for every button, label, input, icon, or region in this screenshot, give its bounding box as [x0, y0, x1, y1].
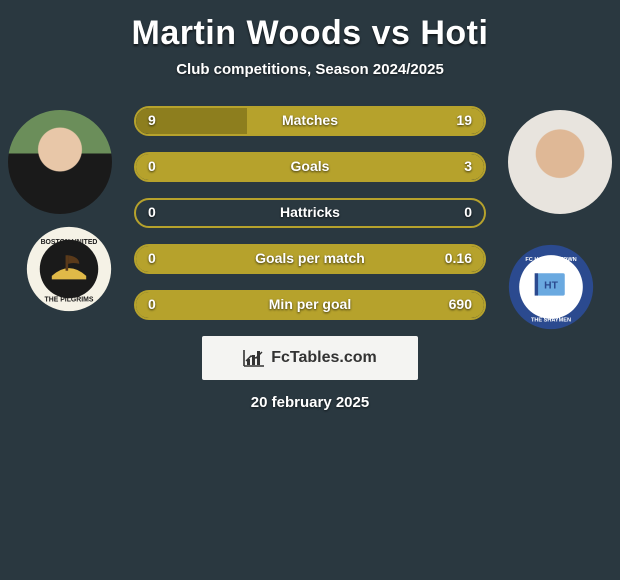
stat-label: Goals — [134, 152, 486, 180]
player-right-avatar — [508, 110, 612, 214]
watermark-text: FcTables.com — [271, 349, 377, 367]
svg-text:THE PILGRIMS: THE PILGRIMS — [45, 297, 94, 304]
stat-value-right: 0.16 — [445, 244, 472, 272]
content-area: BOSTON UNITED THE PILGRIMS HT FC HALIFAX… — [0, 106, 620, 411]
stat-row: Goals per match0 0.16 — [134, 244, 486, 274]
stat-row: Min per goal0 690 — [134, 290, 486, 320]
club-right-badge: HT FC HALIFAX TOWN THE SHAYMEN — [508, 244, 594, 330]
page-title: Martin Woods vs Hoti — [0, 10, 620, 61]
stat-row: Goals0 3 — [134, 152, 486, 182]
svg-text:HT: HT — [544, 281, 558, 292]
stat-label: Min per goal — [134, 290, 486, 318]
chart-icon — [243, 349, 265, 367]
stat-label: Goals per match — [134, 244, 486, 272]
comparison-card: Martin Woods vs Hoti Club competitions, … — [0, 0, 620, 421]
stat-value-left: 0 — [148, 290, 156, 318]
svg-text:THE SHAYMEN: THE SHAYMEN — [531, 317, 571, 323]
stat-row: Matches9 19 — [134, 106, 486, 136]
stat-value-right: 3 — [464, 152, 472, 180]
club-left-badge: BOSTON UNITED THE PILGRIMS — [26, 226, 112, 312]
date-text: 20 february 2025 — [0, 380, 620, 411]
stat-label: Matches — [134, 106, 486, 134]
stat-value-left: 0 — [148, 152, 156, 180]
stats-list: Matches919Goals03Hattricks00Goals per ma… — [134, 106, 486, 320]
stat-value-left: 0 — [148, 244, 156, 272]
watermark: FcTables.com — [202, 336, 418, 380]
svg-text:FC HALIFAX TOWN: FC HALIFAX TOWN — [525, 257, 576, 263]
stat-row: Hattricks0 0 — [134, 198, 486, 228]
stat-value-right: 19 — [456, 106, 472, 134]
svg-text:BOSTON UNITED: BOSTON UNITED — [41, 239, 98, 246]
stat-value-right: 690 — [449, 290, 472, 318]
stat-value-left: 0 — [148, 198, 156, 226]
stat-value-right: 0 — [464, 198, 472, 226]
stat-label: Hattricks — [134, 198, 486, 226]
stat-value-left: 9 — [148, 106, 156, 134]
page-subtitle: Club competitions, Season 2024/2025 — [0, 61, 620, 106]
player-left-avatar — [8, 110, 112, 214]
